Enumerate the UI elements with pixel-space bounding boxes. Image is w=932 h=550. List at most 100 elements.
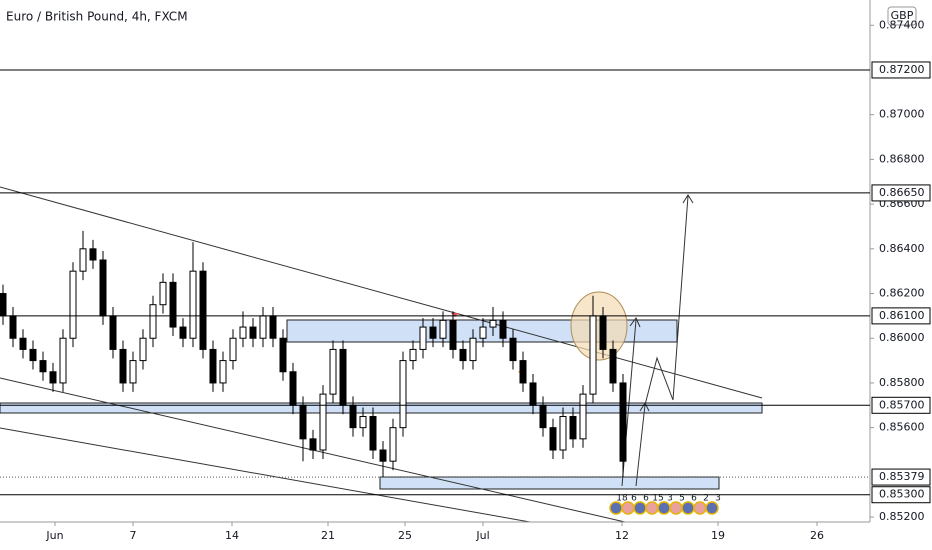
candle-body [139, 337, 147, 362]
candle-body [189, 270, 197, 339]
candle-body [259, 315, 267, 339]
candle-body [339, 348, 347, 406]
x-tick-label: 12 [615, 529, 629, 542]
currency-label: GBP [891, 9, 914, 22]
x-tick-label: 19 [711, 529, 725, 542]
y-tick-label: 0.85200 [879, 510, 925, 523]
candle-body [239, 326, 247, 339]
candle-body [609, 348, 617, 384]
x-tick-label: 7 [130, 529, 137, 542]
candle-body [619, 382, 627, 462]
event-count: 18 [616, 494, 628, 504]
x-tick-label: 25 [398, 529, 412, 542]
candle-body [569, 415, 577, 440]
candle-body [459, 348, 467, 362]
event-count: 6 [643, 494, 649, 504]
candle-body [129, 360, 137, 384]
event-count: 2 [703, 494, 709, 504]
candle-body [359, 415, 367, 429]
candle-body [159, 281, 167, 306]
trend-line [0, 186, 763, 399]
chart-title: Euro / British Pound, 4h, FXCM [6, 10, 188, 24]
candle-body [409, 348, 417, 362]
level-label: 0.86650 [879, 186, 925, 199]
candle-body [209, 348, 217, 384]
candle-body [279, 337, 287, 373]
candle-body [269, 315, 277, 339]
trend-line [0, 427, 531, 523]
candle-body [549, 427, 557, 451]
candle-body [0, 293, 7, 317]
candle-body [559, 415, 567, 451]
x-tick-label: Jul [475, 529, 489, 542]
x-tick-label: 21 [321, 529, 335, 542]
x-tick-label: 14 [225, 529, 239, 542]
candle-body [49, 371, 57, 384]
y-tick-label: 0.86800 [879, 152, 925, 165]
event-count: 3 [667, 494, 673, 504]
candle-body [9, 315, 17, 339]
candle-body [119, 348, 127, 384]
candle-body [479, 326, 487, 339]
candle-body [329, 348, 337, 395]
candle-body [589, 315, 597, 395]
candle-body [539, 404, 547, 429]
candle-body [519, 360, 527, 384]
y-tick-label: 0.87000 [879, 108, 925, 121]
candle-body [289, 371, 297, 406]
candle-body [179, 326, 187, 339]
candle-body [399, 360, 407, 429]
y-tick-label: 0.86000 [879, 331, 925, 344]
candle-body [469, 337, 477, 362]
candle-body [499, 319, 507, 339]
plot-area [0, 186, 763, 523]
y-tick-label: 0.85800 [879, 376, 925, 389]
candle-body [89, 248, 97, 261]
level-label: 0.85379 [879, 470, 925, 483]
candle-body [369, 415, 377, 451]
candle-body [579, 393, 587, 440]
highlight-ellipse [570, 291, 628, 361]
currency-badge[interactable] [887, 6, 917, 26]
candle-body [389, 427, 397, 462]
candle-body [309, 438, 317, 451]
event-count: 3 [715, 494, 721, 504]
level-label-box [871, 486, 931, 504]
zone-box [379, 476, 720, 490]
candle-body [199, 270, 207, 350]
candle-body [99, 259, 107, 317]
x-tick-label: 26 [810, 529, 824, 542]
price-axis [870, 0, 932, 550]
event-count: 6 [631, 494, 637, 504]
event-icon [609, 501, 623, 515]
candle-body [529, 382, 537, 406]
candle-body [319, 393, 327, 451]
level-label-box [871, 184, 931, 202]
level-label: 0.85700 [879, 398, 925, 411]
y-tick-label: 0.87400 [879, 18, 925, 31]
x-tick-label: Jun [45, 529, 63, 542]
candle-body [489, 319, 497, 328]
arrow [635, 404, 646, 487]
candle-body [439, 319, 447, 339]
candle-body [599, 315, 607, 350]
candle-body [379, 449, 387, 462]
event-icon [633, 501, 647, 515]
candle-body [79, 248, 87, 272]
event-count: 5 [679, 494, 685, 504]
level-label-box [871, 61, 931, 79]
level-label: 0.87200 [879, 63, 925, 76]
candle-body [29, 348, 37, 362]
candle-body [149, 304, 157, 339]
candle-body [19, 337, 27, 350]
y-tick-label: 0.86400 [879, 242, 925, 255]
candle-body [69, 270, 77, 339]
candle-body [249, 326, 257, 339]
candle-body [109, 315, 117, 350]
event-icon [645, 501, 659, 515]
event-count: 6 [691, 494, 697, 504]
level-label-box [871, 307, 931, 325]
event-count: 15 [652, 494, 663, 504]
